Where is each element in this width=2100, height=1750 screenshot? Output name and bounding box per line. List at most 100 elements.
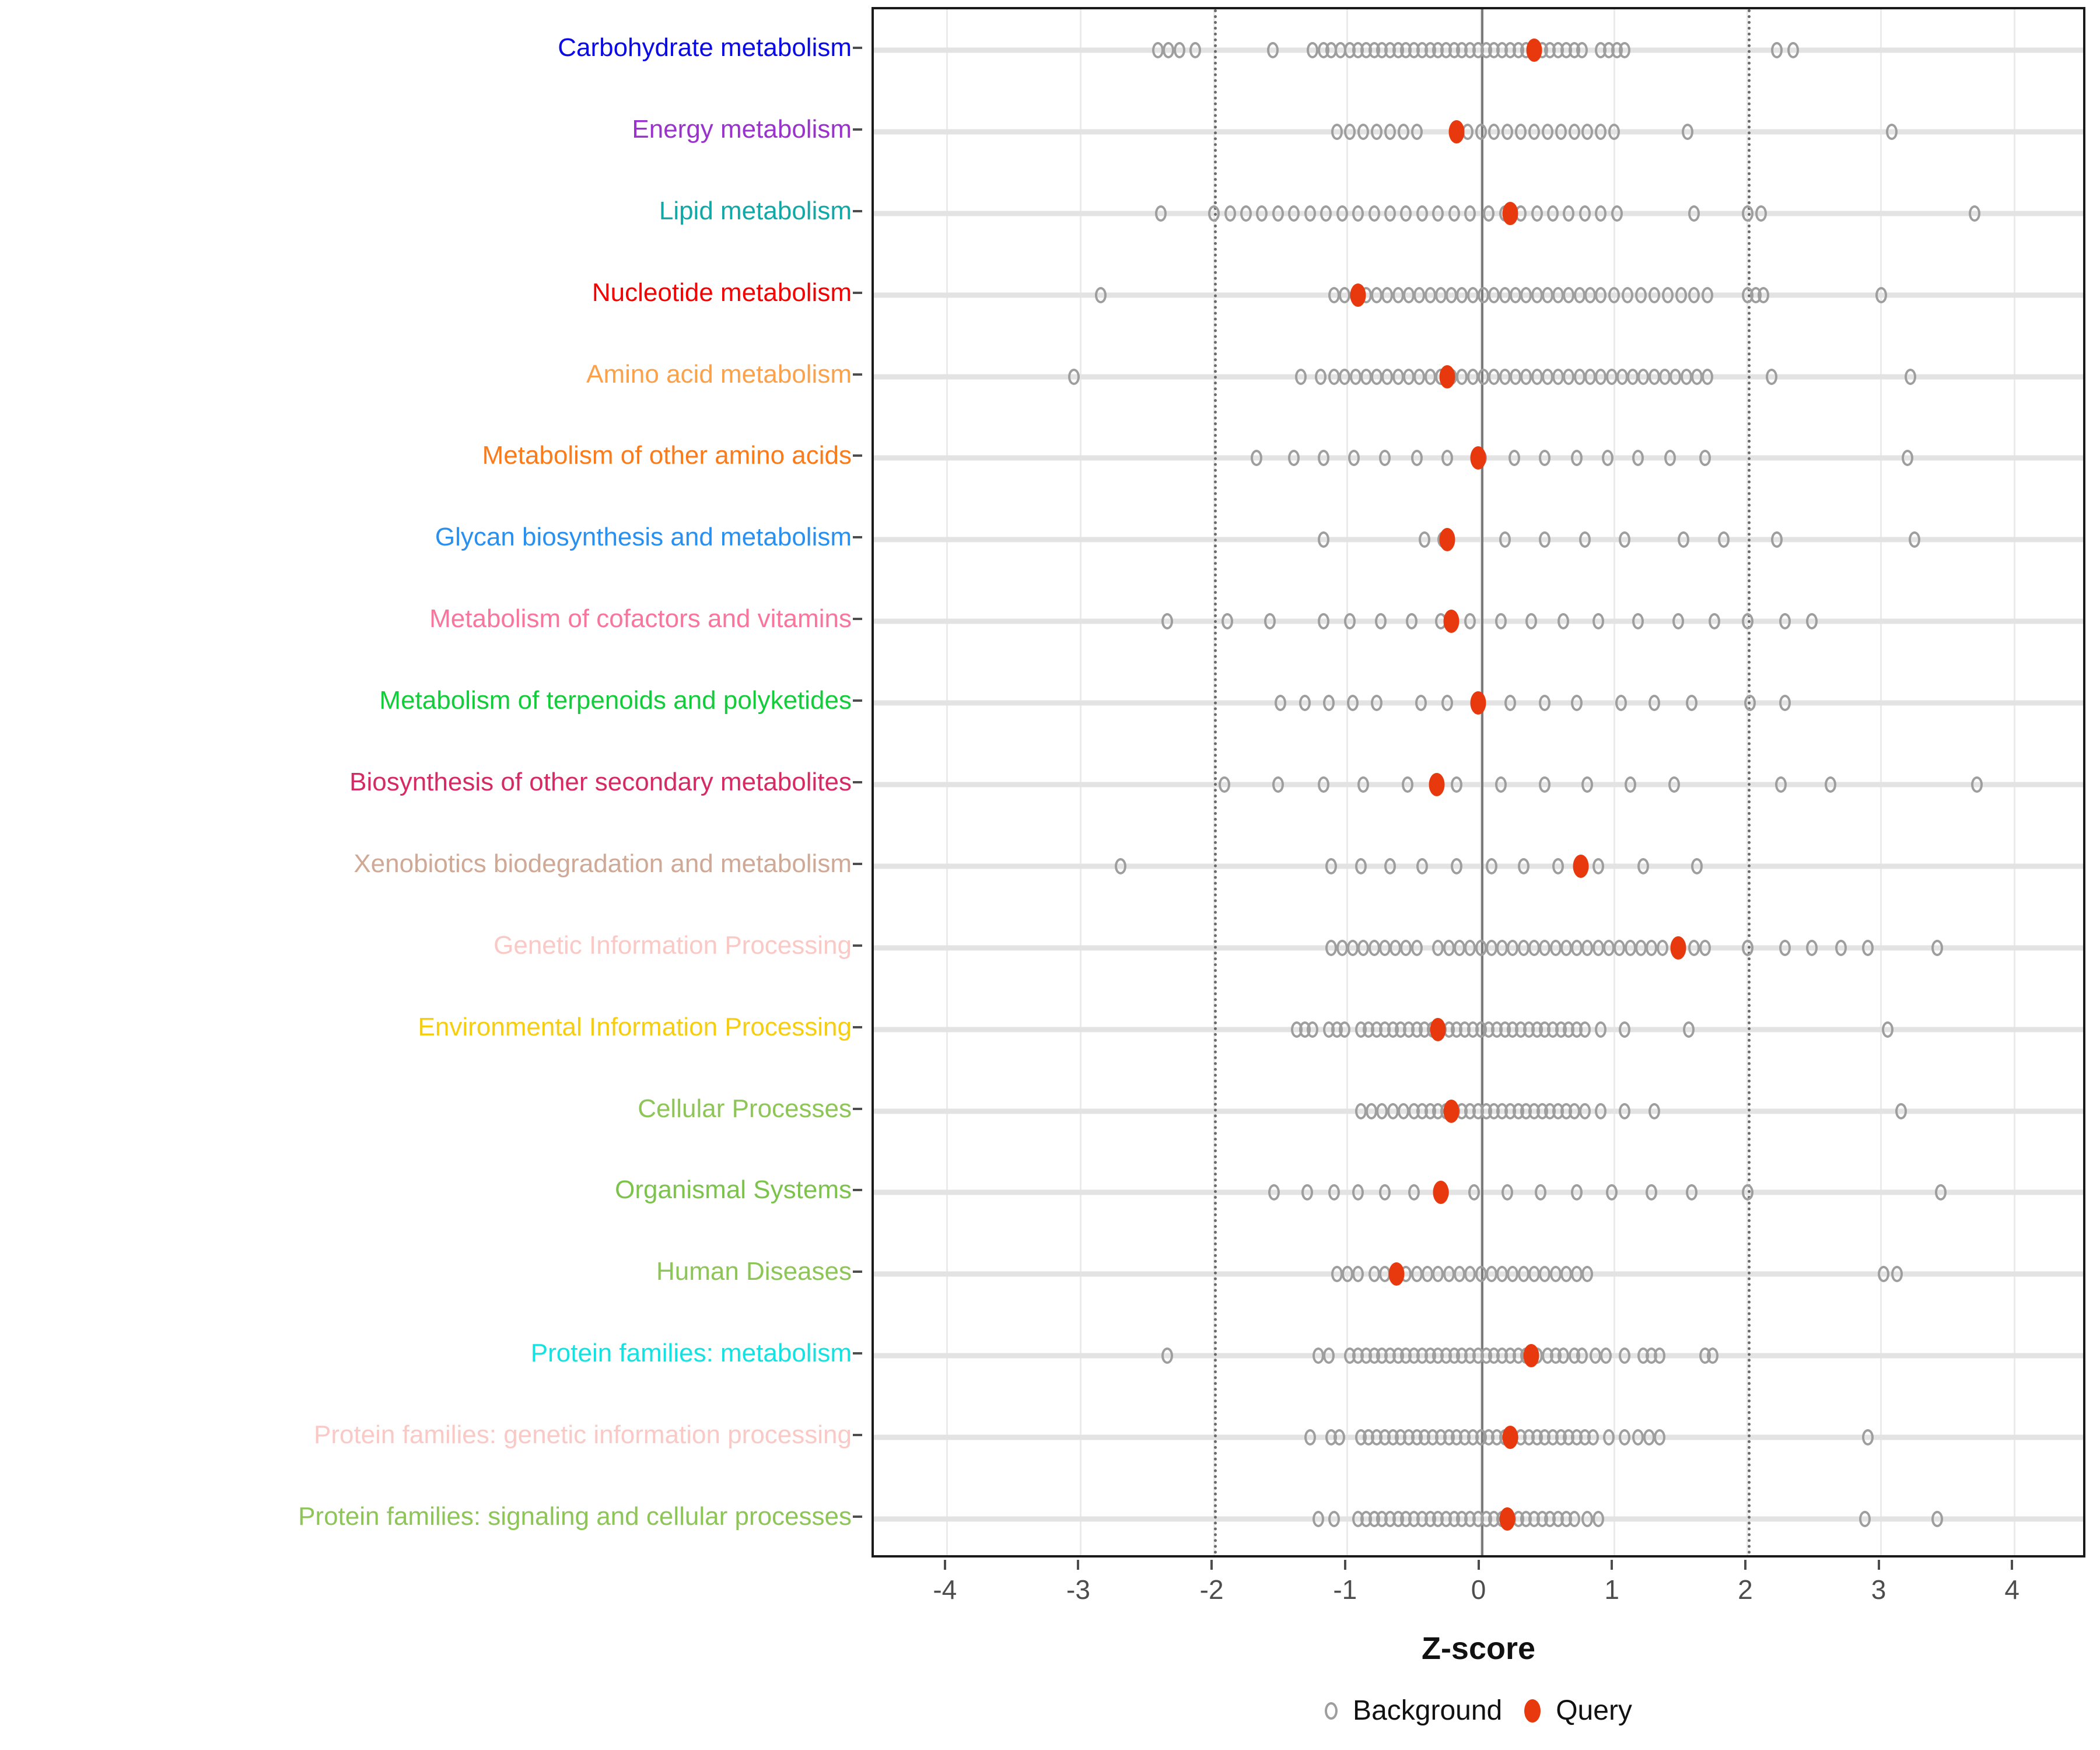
background-point bbox=[1504, 695, 1516, 712]
background-point bbox=[1336, 205, 1348, 222]
background-point bbox=[1531, 286, 1543, 303]
background-point bbox=[1494, 613, 1507, 630]
background-point bbox=[1741, 613, 1754, 630]
category-label: Protein families: genetic information pr… bbox=[313, 1420, 852, 1450]
background-point bbox=[1560, 939, 1572, 956]
background-point bbox=[1384, 205, 1396, 222]
background-point bbox=[1568, 1511, 1580, 1528]
background-point bbox=[1605, 368, 1618, 385]
background-point bbox=[1546, 205, 1559, 222]
background-point bbox=[1571, 1266, 1583, 1283]
x-axis-tick bbox=[2011, 1560, 2014, 1570]
background-point bbox=[1595, 205, 1607, 222]
background-point bbox=[1488, 123, 1500, 140]
background-point bbox=[1578, 531, 1591, 548]
background-point bbox=[1619, 1102, 1631, 1119]
category-axis-tick bbox=[853, 1026, 862, 1028]
background-point bbox=[1365, 1102, 1377, 1119]
background-point bbox=[1668, 776, 1681, 793]
background-point bbox=[1672, 613, 1684, 630]
background-point bbox=[1304, 205, 1316, 222]
background-point bbox=[1539, 450, 1551, 467]
background-point bbox=[1541, 123, 1553, 140]
background-point bbox=[1371, 368, 1383, 385]
background-point bbox=[1288, 450, 1300, 467]
background-point bbox=[1317, 613, 1329, 630]
background-point bbox=[1741, 205, 1754, 222]
background-point bbox=[1384, 858, 1396, 874]
background-point bbox=[1434, 286, 1447, 303]
chart-legend: Background Query bbox=[0, 1695, 2100, 1727]
background-point bbox=[1496, 1266, 1508, 1283]
background-point bbox=[1592, 613, 1604, 630]
background-point bbox=[1528, 123, 1540, 140]
background-point bbox=[1531, 205, 1543, 222]
background-point bbox=[1317, 450, 1329, 467]
background-point bbox=[1576, 41, 1588, 58]
legend-item[interactable]: Query bbox=[1524, 1695, 1632, 1727]
background-point bbox=[1895, 1102, 1907, 1119]
background-point bbox=[1648, 368, 1660, 385]
background-point bbox=[1859, 1511, 1871, 1528]
background-point bbox=[1346, 695, 1359, 712]
background-point bbox=[1517, 1266, 1530, 1283]
query-point bbox=[1573, 854, 1589, 878]
query-point bbox=[1499, 1507, 1516, 1531]
category-label: Carbohydrate metabolism bbox=[558, 33, 852, 62]
background-point bbox=[1581, 776, 1594, 793]
background-point bbox=[1352, 205, 1364, 222]
background-point bbox=[1344, 613, 1356, 630]
background-point bbox=[1624, 776, 1636, 793]
background-point bbox=[1595, 123, 1607, 140]
background-point bbox=[1507, 1266, 1519, 1283]
query-point bbox=[1439, 365, 1455, 388]
background-point bbox=[1352, 1266, 1364, 1283]
background-point bbox=[1336, 939, 1348, 956]
category-axis-tick bbox=[853, 454, 862, 457]
background-point bbox=[1371, 286, 1383, 303]
background-point bbox=[1590, 1348, 1602, 1364]
background-point bbox=[1601, 450, 1614, 467]
category-label: Amino acid metabolism bbox=[586, 359, 852, 388]
plot-panel bbox=[872, 7, 2085, 1558]
query-point bbox=[1430, 1017, 1446, 1041]
background-point bbox=[1317, 776, 1329, 793]
category-axis-tick bbox=[853, 291, 862, 294]
category-label: Metabolism of terpenoids and polyketides bbox=[379, 686, 852, 715]
background-point bbox=[1161, 613, 1174, 630]
background-point bbox=[1520, 368, 1532, 385]
background-point bbox=[1348, 450, 1360, 467]
category-label: Protein families: metabolism bbox=[530, 1339, 852, 1368]
background-point bbox=[1328, 1184, 1340, 1201]
query-point bbox=[1502, 201, 1518, 225]
background-point bbox=[1441, 695, 1454, 712]
background-point bbox=[1464, 613, 1476, 630]
background-point bbox=[1446, 286, 1458, 303]
background-point bbox=[1603, 1429, 1615, 1446]
query-point bbox=[1470, 691, 1486, 715]
background-point bbox=[1675, 286, 1687, 303]
background-point bbox=[1787, 41, 1799, 58]
category-label: Nucleotide metabolism bbox=[592, 278, 852, 307]
background-point bbox=[1508, 450, 1520, 467]
background-point bbox=[1068, 368, 1080, 385]
background-point bbox=[1451, 858, 1463, 874]
background-point bbox=[1219, 776, 1231, 793]
background-point bbox=[1520, 286, 1532, 303]
background-point bbox=[1496, 939, 1508, 956]
background-point bbox=[1744, 695, 1756, 712]
background-point bbox=[1678, 531, 1690, 548]
background-point bbox=[1702, 286, 1714, 303]
background-point bbox=[1627, 368, 1639, 385]
query-point bbox=[1350, 283, 1366, 307]
background-point bbox=[1690, 368, 1703, 385]
x-axis-tick bbox=[1343, 1560, 1346, 1570]
background-point bbox=[1485, 858, 1497, 874]
category-label: Xenobiotics biodegradation and metabolis… bbox=[354, 849, 852, 878]
background-point bbox=[1384, 123, 1396, 140]
background-point bbox=[1637, 368, 1650, 385]
x-axis-tick bbox=[1744, 1560, 1746, 1570]
legend-item[interactable]: Background bbox=[1325, 1695, 1502, 1727]
background-point bbox=[1432, 939, 1444, 956]
background-point bbox=[1611, 205, 1623, 222]
